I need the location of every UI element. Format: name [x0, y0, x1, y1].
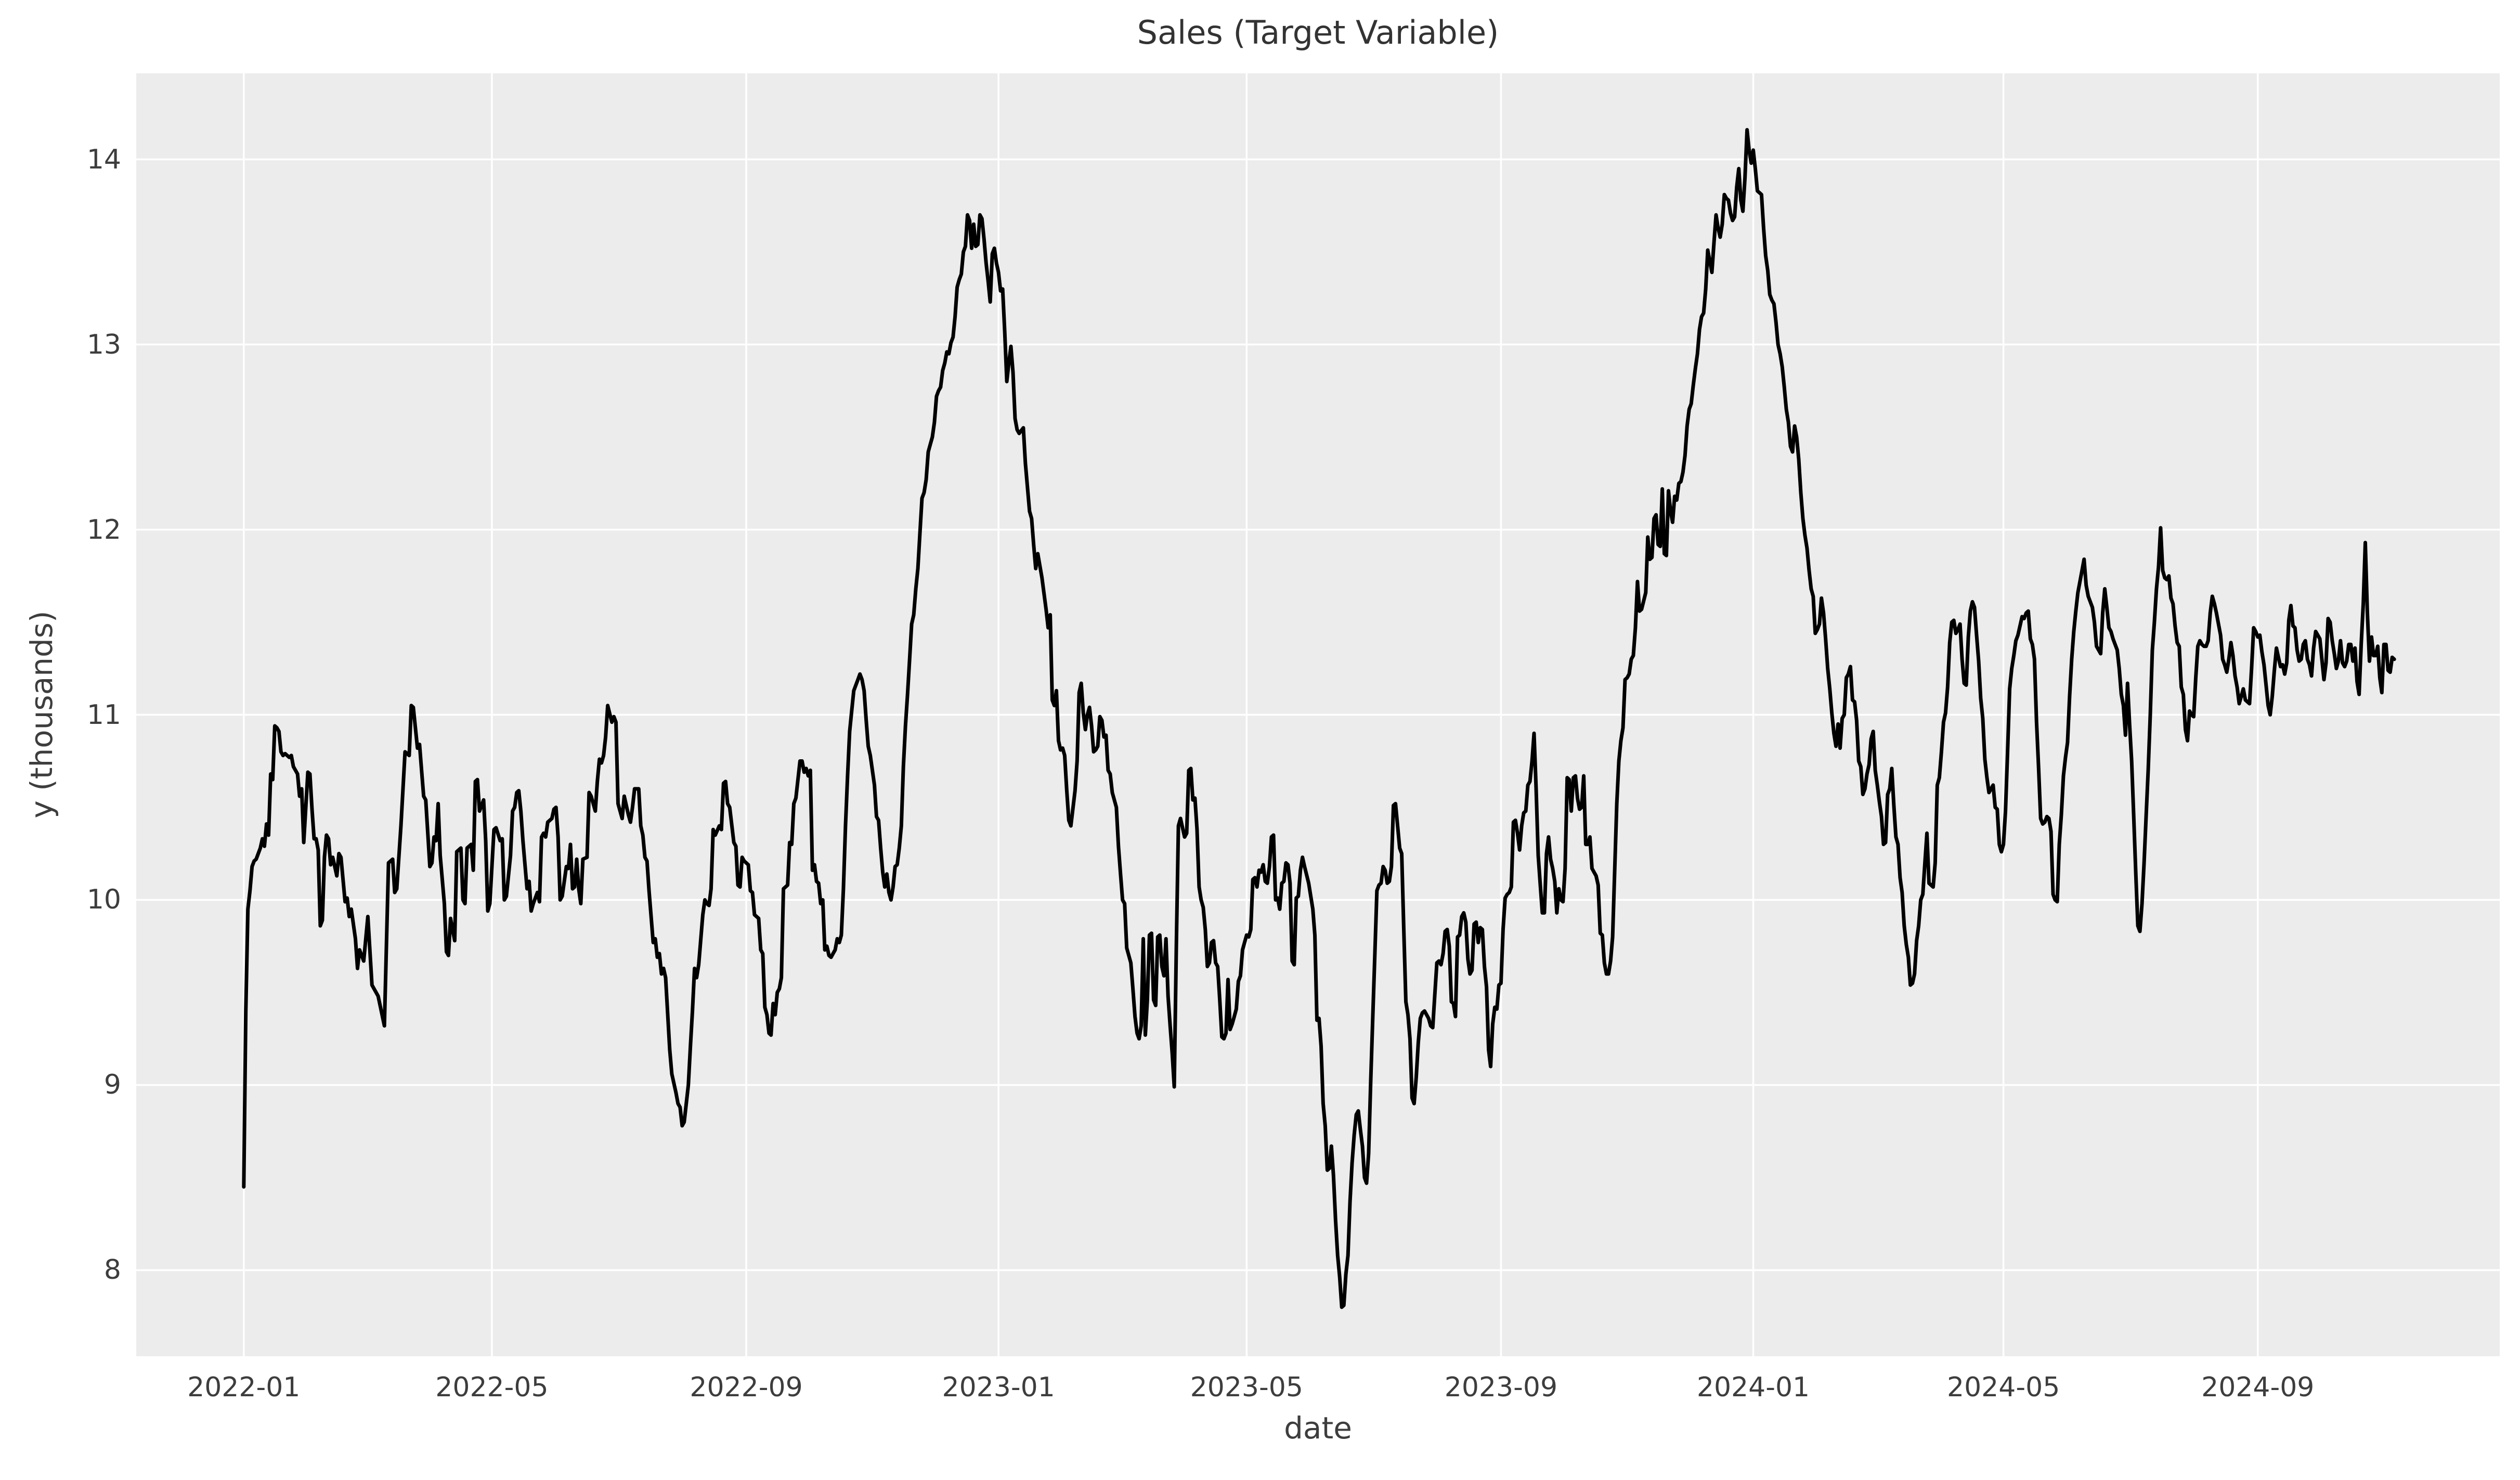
x-tick-label: 2023-09	[1444, 1372, 1558, 1403]
chart-canvas	[136, 73, 2500, 1356]
x-tick-label: 2024-01	[1696, 1372, 1810, 1403]
y-tick-label: 14	[86, 144, 121, 175]
x-axis-label: date	[1284, 1410, 1352, 1446]
y-tick-label: 11	[86, 699, 121, 731]
x-tick-label: 2022-09	[690, 1372, 803, 1403]
x-tick-label: 2022-05	[435, 1372, 549, 1403]
chart-title: Sales (Target Variable)	[1137, 14, 1499, 51]
y-tick-label: 9	[103, 1069, 121, 1101]
x-tick-label: 2023-05	[1190, 1372, 1303, 1403]
y-tick-label: 10	[86, 884, 121, 916]
y-tick-label: 13	[86, 329, 121, 360]
y-axis-label: y (thousands)	[24, 611, 59, 819]
plot-area	[136, 73, 2500, 1356]
y-tick-label: 12	[86, 514, 121, 546]
x-tick-label: 2023-01	[942, 1372, 1055, 1403]
x-tick-label: 2022-01	[187, 1372, 301, 1403]
x-tick-label: 2024-05	[1947, 1372, 2060, 1403]
sales-series-line	[242, 128, 2396, 1309]
gridlines	[136, 73, 2500, 1356]
x-tick-label: 2024-09	[2201, 1372, 2315, 1403]
y-tick-label: 8	[103, 1254, 121, 1286]
